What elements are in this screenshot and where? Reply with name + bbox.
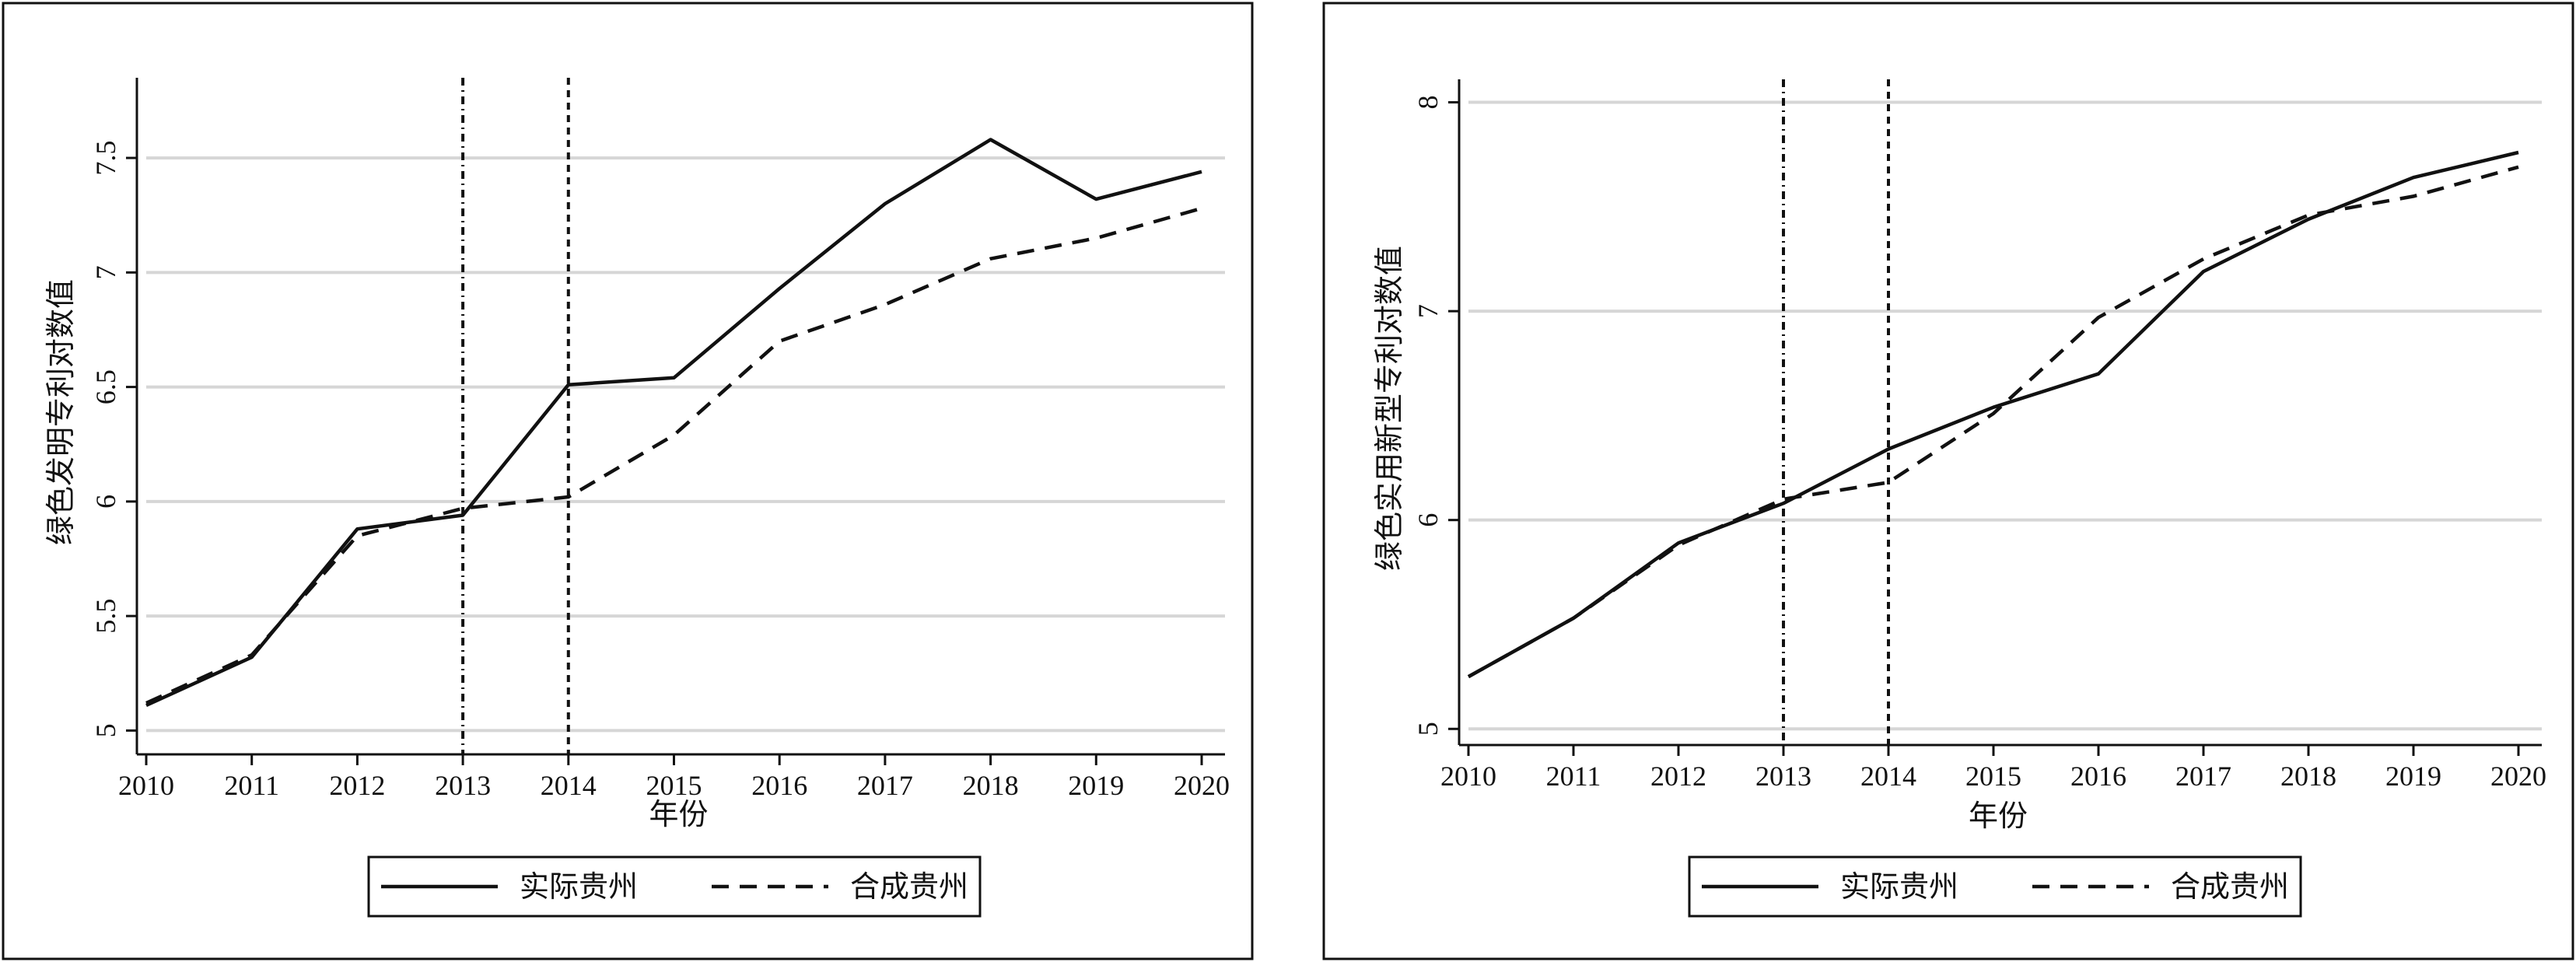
y-tick-label: 6.5: [90, 369, 121, 404]
y-tick-label: 8: [1412, 96, 1444, 110]
x-tick-label: 2012: [329, 770, 385, 801]
x-tick-label: 2016: [751, 770, 807, 801]
legend-label-2: 合成贵州: [2171, 869, 2289, 904]
y-axis-title: 绿色实用新型专利对数值: [1372, 246, 1406, 571]
x-tick-label: 2020: [2490, 761, 2546, 792]
x-tick-label: 2016: [2070, 761, 2126, 792]
y-tick-label: 5: [90, 723, 121, 737]
x-tick-label: 2010: [118, 770, 174, 801]
y-tick-label: 5: [1412, 722, 1444, 736]
x-tick-label: 2013: [1755, 761, 1811, 792]
x-tick-label: 2019: [2385, 761, 2441, 792]
x-tick-label: 2018: [963, 770, 1019, 801]
y-tick-label: 6: [90, 495, 121, 509]
x-tick-label: 2018: [2280, 761, 2336, 792]
chart-right: 5 6 7 8 2010 2011 2012 2013 2014 2015 2016 2017 2018…: [1322, 2, 2574, 960]
x-tick-label: 2015: [646, 770, 702, 801]
chart-panel-left: 5 5.5 6 6.5 7 7.5 2010 2011 2012 2013 2014 2015 2016…: [0, 0, 1255, 962]
y-tick-label: 7.5: [90, 141, 121, 176]
x-tick-label: 2017: [857, 770, 913, 801]
chart-left: 5 5.5 6 6.5 7 7.5 2010 2011 2012 2013 2014 2015 2016…: [2, 2, 1254, 960]
y-tick-label: 7: [1412, 304, 1444, 318]
series-line-1: [145, 138, 1202, 708]
y-tick-label: 7: [90, 265, 121, 279]
x-tick-label: 2020: [1174, 770, 1230, 801]
x-tick-label: 2010: [1440, 761, 1496, 792]
x-tick-label: 2011: [224, 770, 279, 801]
chart-panel-right: 5 6 7 8 2010 2011 2012 2013 2014 2015 2016 2017 2018…: [1321, 0, 2576, 962]
x-tick-label: 2013: [435, 770, 491, 801]
x-tick-label: 2017: [2175, 761, 2231, 792]
x-tick-label: 2012: [1650, 761, 1706, 792]
legend: 实际贵州 合成贵州: [367, 855, 982, 918]
series-line-2: [1467, 165, 2519, 679]
x-axis-title: 年份: [1969, 799, 2028, 833]
x-tick-label: 2014: [541, 770, 597, 801]
y-tick-label: 6: [1412, 513, 1444, 527]
x-axis-title: 年份: [649, 797, 708, 831]
x-tick-label: 2015: [1965, 761, 2021, 792]
chart-frame: [1322, 2, 2574, 960]
x-tick-label: 2019: [1068, 770, 1124, 801]
series-line-2: [145, 206, 1202, 705]
legend-label-1: 实际贵州: [520, 869, 638, 904]
legend-label-2: 合成贵州: [850, 869, 968, 904]
y-tick-label: 5.5: [90, 599, 121, 634]
y-axis-title: 绿色发明专利对数值: [44, 279, 78, 545]
legend-label-1: 实际贵州: [1840, 869, 1958, 904]
x-tick-label: 2014: [1860, 761, 1916, 792]
x-tick-label: 2011: [1546, 761, 1601, 792]
legend: 实际贵州 合成贵州: [1688, 855, 2302, 918]
chart-frame: [2, 2, 1254, 960]
